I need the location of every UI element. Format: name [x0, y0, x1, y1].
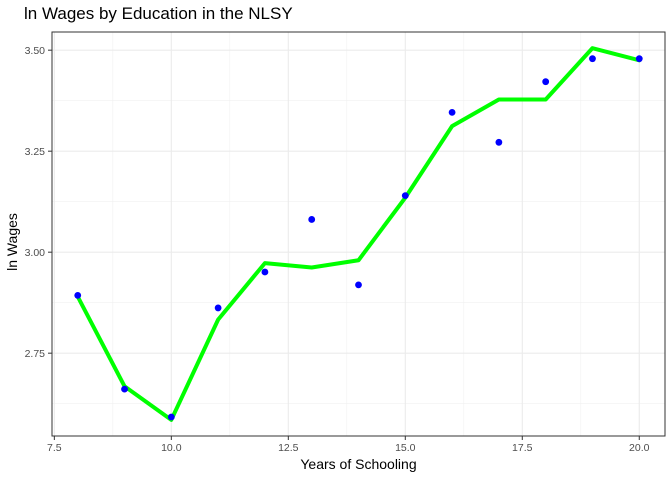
data-point: [589, 55, 596, 63]
y-tick-label: 2.75: [25, 348, 46, 360]
y-axis-label: ln Wages: [4, 213, 20, 271]
plot-panel: [52, 32, 665, 436]
y-tick-label: 3.50: [25, 45, 46, 57]
data-point: [214, 304, 222, 312]
x-tick-label: 12.5: [278, 442, 299, 454]
x-tick-label: 17.5: [512, 442, 533, 454]
data-point: [635, 55, 643, 63]
x-tick-label: 15.0: [395, 442, 416, 454]
plot-border: [51, 31, 666, 437]
data-point: [121, 385, 128, 393]
chart-title: ln Wages by Education in the NLSY: [24, 4, 293, 23]
data-point: [261, 268, 269, 276]
data-point: [308, 216, 316, 223]
y-tick-label: 3.00: [25, 247, 46, 259]
data-point: [495, 138, 503, 146]
data-point: [542, 78, 550, 86]
data-point: [355, 281, 362, 289]
data-point: [74, 292, 82, 299]
x-tick-label: 7.5: [47, 442, 62, 454]
data-point: [167, 413, 175, 421]
x-tick-label: 20.0: [629, 442, 650, 454]
data-point: [401, 192, 409, 200]
x-axis-label: Years of Schooling: [300, 456, 417, 472]
data-point: [448, 108, 456, 116]
y-tick-label: 3.25: [25, 146, 46, 158]
x-tick-label: 10.0: [161, 442, 182, 454]
